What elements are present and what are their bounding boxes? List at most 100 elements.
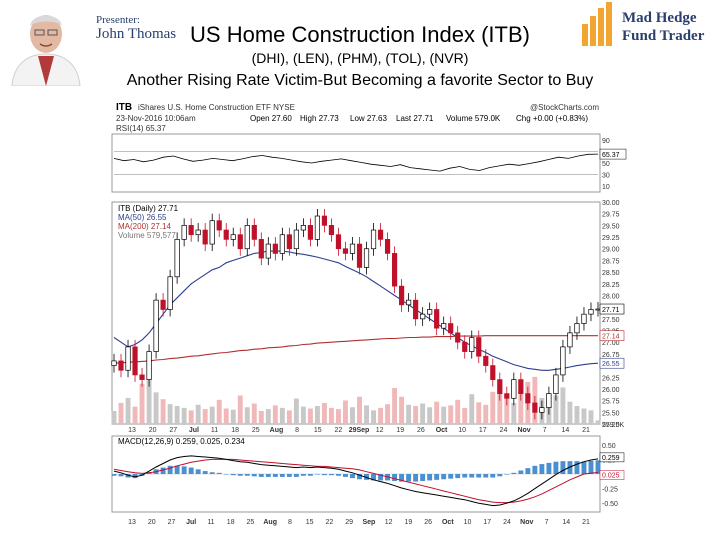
chart-open: Open 27.60 [250, 114, 292, 123]
page-title: US Home Construction Index (ITB) [190, 22, 530, 47]
candle-body [462, 341, 468, 352]
macd-histogram-bar [588, 460, 594, 474]
macd-last-box [599, 452, 625, 463]
macd-histogram-bar [364, 474, 369, 480]
candle-body [497, 379, 503, 394]
macd-histogram-bar [118, 474, 124, 477]
candle-body [504, 393, 510, 399]
macd-signal-box [599, 470, 625, 480]
page-subtitle: (DHI), (LEN), (PHM), (TOL), (NVR) [251, 50, 469, 66]
macd-histogram-bar [497, 474, 503, 477]
candle-body [363, 248, 370, 268]
candle-body [391, 253, 398, 287]
candle-body [356, 243, 363, 268]
legend-ma50: MA(50) 26.55 [118, 213, 167, 222]
volume-bar [314, 406, 320, 424]
volume-bar [455, 399, 461, 424]
macd-tick-label: 0.50 [602, 443, 616, 450]
x-tick-label-macd: 21 [582, 519, 590, 526]
candle-body [553, 374, 559, 394]
candle-body [209, 220, 215, 245]
volume-bar [399, 396, 405, 424]
price-last-box [599, 330, 625, 341]
volume-bar [223, 408, 229, 424]
volume-bar [343, 400, 348, 424]
candle-body [490, 365, 496, 380]
x-tick-label-macd: 25 [247, 519, 255, 526]
macd-histogram-bar [504, 474, 510, 475]
price-tick-label: 27.50 [602, 317, 620, 324]
volume-bar [146, 368, 152, 424]
price-panel: 30.00 29.75 29.50 29.25 29.00 28.75 28.50 28.25… [111, 200, 625, 429]
x-tick-label: 7 [543, 427, 547, 434]
x-tick-label: Jul [189, 427, 199, 434]
page-subtitle-2: Another Rising Rate Victim-But Becoming … [126, 72, 594, 89]
candle-body [441, 323, 447, 329]
candle-body [188, 225, 194, 236]
macd-histogram-bar [125, 474, 131, 478]
volume-bar [132, 406, 138, 424]
x-tick-label: 25 [252, 427, 260, 434]
volume-bar [202, 409, 208, 424]
candle-body [118, 360, 124, 371]
presenter-name: John Thomas [96, 26, 177, 42]
price-last-box [599, 357, 625, 369]
chart-date: 23-Nov-2016 10:06am [116, 114, 196, 123]
macd-histogram-bar [279, 474, 285, 477]
rsi-line [113, 153, 599, 172]
macd-histogram-bar [413, 474, 419, 482]
macd-tick-label: -0.50 [602, 501, 618, 508]
volume-bar [483, 404, 489, 424]
volume-bar [286, 410, 292, 424]
price-tick-label: 28.25 [602, 282, 620, 289]
macd-histogram-bar [581, 461, 587, 474]
ma200-line [113, 335, 598, 364]
price-tick-label: 29.50 [602, 223, 620, 230]
candle-body [377, 229, 384, 240]
candle-body [125, 346, 131, 371]
volume-bar [357, 396, 362, 424]
candle-body [398, 285, 405, 306]
macd-histogram-bar [343, 474, 348, 477]
candle-body [349, 243, 356, 254]
price-last-label: 26.55 [602, 361, 620, 368]
volume-bar [188, 410, 194, 424]
volume-bar [125, 397, 131, 424]
volume-bar [153, 392, 159, 424]
candle-body [406, 299, 412, 306]
candle-body [342, 248, 349, 254]
volume-bar [279, 407, 285, 424]
volume-bar [300, 406, 306, 424]
volume-bar [476, 402, 482, 424]
candle-body [181, 225, 187, 240]
candle-body [307, 225, 314, 240]
volume-bar [560, 387, 566, 424]
macd-histogram-bar [230, 474, 236, 476]
x-tick-label-macd: Oct [442, 519, 454, 526]
price-tick-label: 28.00 [602, 293, 620, 300]
macd-histogram-bar [511, 472, 517, 474]
candle-body [335, 234, 342, 250]
x-tick-label-macd: 26 [424, 519, 432, 526]
macd-histogram-bar [574, 461, 580, 474]
candle-body [321, 215, 328, 226]
x-tick-label: 19 [396, 427, 404, 434]
chart-source: @StockCharts.com [530, 103, 599, 112]
volume-bar [385, 404, 391, 424]
macd-last-label: 0.259 [602, 455, 620, 462]
macd-histogram-bar [202, 471, 208, 474]
volume-bar [209, 406, 215, 424]
volume-bar [469, 394, 475, 424]
price-last-label: 27.71 [602, 307, 620, 314]
macd-histogram-bar [441, 474, 447, 480]
volume-bar [237, 395, 243, 424]
candle-body [300, 225, 306, 231]
candle-body [595, 308, 601, 311]
volume-bar [265, 409, 271, 424]
volume-bar [258, 410, 264, 424]
volume-bar [497, 384, 503, 424]
macd-histogram-bar [307, 474, 313, 476]
macd-histogram-bar [181, 466, 187, 474]
candle-body [111, 360, 117, 366]
macd-histogram-bar [216, 472, 222, 474]
